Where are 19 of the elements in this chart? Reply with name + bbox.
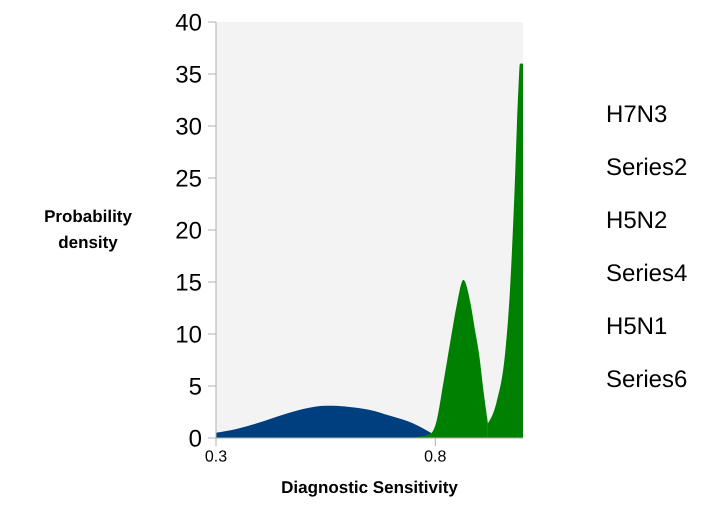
y-tick-label: 35 [175,62,202,89]
y-tick-label: 10 [175,322,202,349]
text: Series6 [606,365,688,395]
y-tick-label: 30 [175,114,202,141]
y-tick-label: 5 [188,374,202,401]
x-tick-label: 0.3 [204,448,228,466]
x-tick-label: 0.8 [424,448,447,466]
y-tick-label: 0 [188,426,202,453]
text: H5N2 [606,206,668,236]
x-axis-title: Diagnostic Sensitivity [280,478,459,498]
y-tick-label: 15 [175,270,202,297]
y-axis-title: Probability density [43,206,133,254]
y-tick-label: 20 [175,218,202,245]
text: H7N3 [606,100,668,130]
y-tick-label: 25 [175,166,202,193]
text: Series2 [606,153,688,183]
text: H5N1 [606,312,668,342]
text: Series4 [606,259,688,289]
y-tick-label: 40 [175,10,202,37]
